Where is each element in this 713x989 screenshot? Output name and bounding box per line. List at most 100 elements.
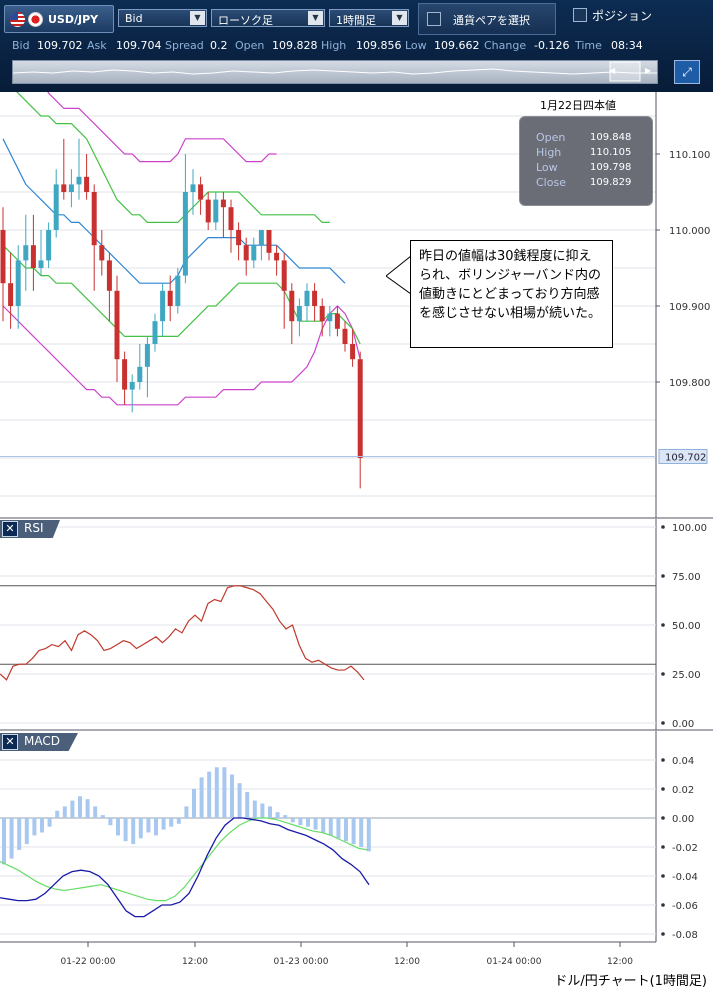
macd-histogram-bar	[214, 767, 219, 818]
macd-tick-label: -0.02	[672, 843, 698, 854]
position-label: ポジション	[592, 9, 653, 23]
candle-body	[357, 359, 363, 458]
rsi-tick-mark	[661, 672, 665, 676]
ohlc-open-label: Open	[536, 131, 566, 144]
candle-body	[129, 382, 135, 390]
macd-panel-tag: ✕ MACD	[0, 733, 78, 751]
timeframe-value: 1時間足	[336, 14, 376, 27]
macd-tick-mark	[661, 845, 665, 849]
price-chart: 110.100 110.000 109.900 109.800 109.702 100.0…	[0, 92, 713, 967]
rsi-label: RSI	[24, 521, 44, 535]
chart-caption: ドル/円チャート(1時間足)	[554, 974, 707, 989]
rsi-tick-label: 0.00	[672, 719, 694, 730]
macd-tick-mark	[661, 816, 665, 820]
macd-line	[0, 817, 370, 918]
price-tick-label: 110.000	[669, 226, 710, 237]
bb-upper-1sigma-line	[16, 92, 330, 223]
time-value: 08:34	[611, 39, 643, 52]
rsi-tick-mark	[661, 525, 665, 529]
macd-tick-label: 0.00	[672, 814, 694, 825]
position-checkbox[interactable]	[573, 8, 587, 22]
macd-histogram-bar	[328, 818, 333, 836]
overview-navigator[interactable]: ◀ ▶	[12, 60, 658, 84]
rsi-tick-label: 25.00	[672, 670, 701, 681]
quote-bar: Bid 109.702 Ask 109.704 Spread 0.2 Open …	[0, 38, 713, 54]
candle-body	[312, 290, 318, 306]
candle-body	[99, 245, 105, 261]
change-label: Change	[484, 39, 527, 52]
macd-histogram-bar	[207, 771, 212, 818]
close-icon[interactable]: ✕	[2, 734, 18, 750]
select-pair-checkbox[interactable]	[427, 12, 441, 26]
candle-body	[144, 344, 150, 367]
macd-histogram-bar	[222, 767, 227, 818]
macd-histogram-bar	[108, 818, 113, 826]
macd-histogram-bar	[192, 789, 196, 818]
price-type-select[interactable]: Bid ▼	[118, 9, 207, 27]
open-value: 109.828	[272, 39, 318, 52]
candle-body	[38, 260, 44, 268]
ask-value: 109.704	[116, 39, 162, 52]
macd-tick-label: 0.02	[672, 785, 694, 796]
macd-histogram-bar	[62, 806, 67, 818]
candle-body	[84, 176, 90, 192]
close-icon[interactable]: ✕	[2, 521, 18, 537]
candle-body	[91, 192, 97, 246]
timeframe-select[interactable]: 1時間足 ▼	[329, 9, 409, 27]
macd-histogram-bar	[2, 818, 6, 865]
select-pair-label: 通貨ペアを選択	[453, 14, 530, 27]
candle-body	[243, 245, 249, 261]
candle-body	[23, 245, 29, 261]
candle-body	[258, 230, 264, 246]
scroll-left-icon[interactable]: ◀	[609, 66, 616, 75]
candle-body	[319, 306, 325, 322]
open-label: Open	[235, 39, 265, 52]
macd-histogram-bar	[298, 818, 303, 826]
chart-style-value: ローソク足	[218, 14, 273, 27]
price-tick-label: 110.100	[669, 150, 710, 161]
x-tick-label: 12:00	[394, 957, 420, 967]
ohlc-info-box: Open 109.848 High 110.105 Low 109.798 Cl…	[519, 116, 653, 206]
high-value: 109.856	[356, 39, 402, 52]
candle-body	[296, 306, 302, 322]
macd-histogram-bar	[154, 818, 158, 836]
candle-body	[76, 176, 82, 185]
macd-histogram-bar	[252, 800, 257, 818]
price-tick-label: 109.800	[669, 378, 710, 389]
expand-icon[interactable]: ⤢	[674, 60, 700, 84]
rsi-tick-mark	[661, 574, 665, 578]
x-tick-label: 01-23 00:00	[274, 957, 329, 967]
macd-histogram-bar	[290, 818, 295, 823]
select-pair-toggle[interactable]: 通貨ペアを選択	[418, 3, 556, 35]
macd-histogram-bar	[245, 791, 250, 818]
candle-body	[182, 192, 188, 276]
x-tick-label: 01-24 00:00	[487, 957, 542, 967]
macd-histogram-bar	[17, 818, 22, 850]
macd-histogram-bar	[138, 818, 143, 839]
low-label: Low	[405, 39, 427, 52]
candle-body	[68, 184, 74, 192]
macd-histogram-bar	[85, 799, 90, 818]
macd-histogram-bar	[47, 818, 52, 827]
candle-body	[213, 199, 219, 223]
low-value: 109.662	[434, 39, 480, 52]
currency-pair-button[interactable]: USD/JPY	[4, 5, 114, 33]
macd-tick-label: -0.04	[672, 872, 698, 883]
us-flag-icon	[10, 11, 25, 27]
ask-label: Ask	[87, 39, 107, 52]
macd-histogram-bar	[93, 806, 98, 818]
candle-body	[152, 321, 158, 344]
macd-histogram-bar	[40, 818, 44, 833]
x-tick-label: 12:00	[182, 957, 208, 967]
candle-body	[175, 275, 181, 306]
macd-tick-mark	[661, 932, 665, 936]
scroll-right-icon[interactable]: ▶	[645, 66, 652, 75]
macd-histogram-bar	[336, 818, 341, 839]
ohlc-low-value: 109.798	[590, 162, 632, 173]
candle-body	[342, 328, 348, 344]
candle-body	[274, 252, 280, 261]
price-tick-label: 109.900	[669, 302, 710, 313]
chart-style-select[interactable]: ローソク足 ▼	[211, 9, 325, 27]
macd-histogram-bar	[313, 818, 318, 830]
candle-body	[30, 245, 36, 268]
